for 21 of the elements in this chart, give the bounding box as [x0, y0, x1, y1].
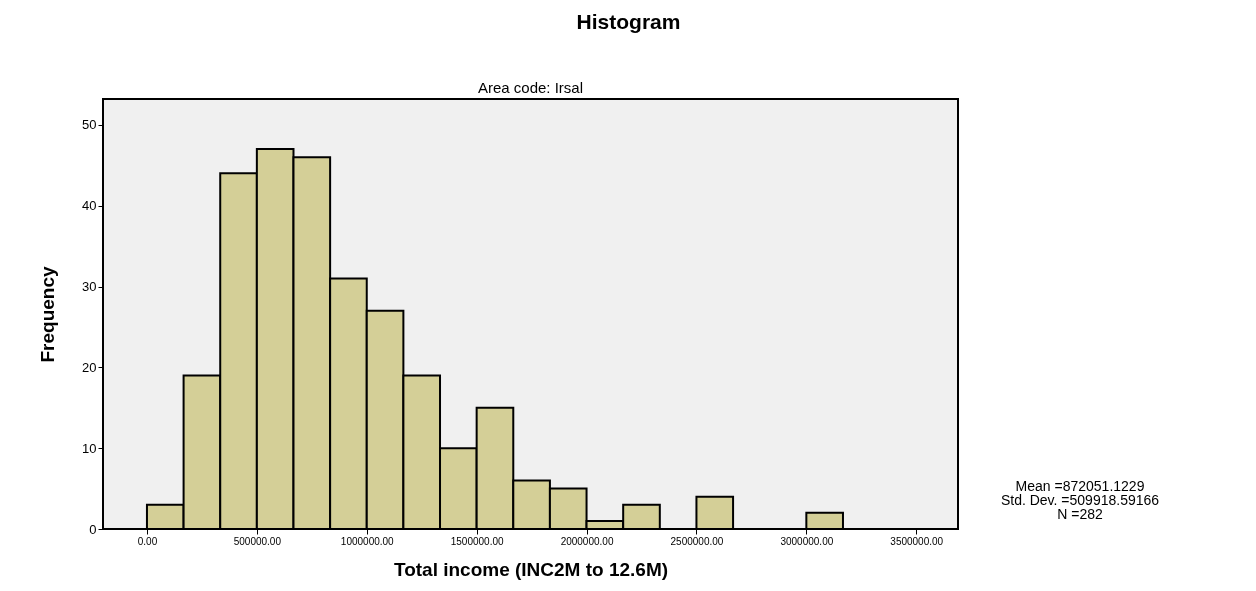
x-tick-label: 500000.00: [233, 535, 282, 547]
y-tick-label: 50: [82, 117, 97, 133]
x-tick-label: 3000000.00: [780, 535, 834, 547]
text: Mean =872051.1229: [1015, 478, 1145, 494]
y-tick-label: 10: [82, 440, 97, 456]
x-tick-label: 0.00: [137, 535, 158, 547]
x-tick-label: 2500000.00: [670, 535, 724, 547]
x-axis-title: Total income (INC2M to 12.6M): [393, 558, 669, 580]
x-tick-label: 1000000.00: [340, 535, 395, 547]
y-tick-label: 40: [82, 198, 97, 214]
chart-title: Histogram: [576, 10, 681, 33]
y-axis-title: Frequency: [37, 266, 59, 363]
x-tick-label: 3500000.00: [890, 535, 944, 547]
x-tick-label: 1500000.00: [450, 535, 504, 547]
y-tick-label: 0: [89, 521, 97, 537]
y-tick-label: 30: [82, 279, 97, 295]
text: N =282: [1057, 506, 1103, 522]
chart-subtitle: Area code: Irsal: [477, 79, 584, 96]
text: Std. Dev. =509918.59166: [1000, 492, 1160, 508]
y-tick-label: 20: [82, 359, 97, 375]
x-tick-label: 2000000.00: [560, 535, 614, 547]
